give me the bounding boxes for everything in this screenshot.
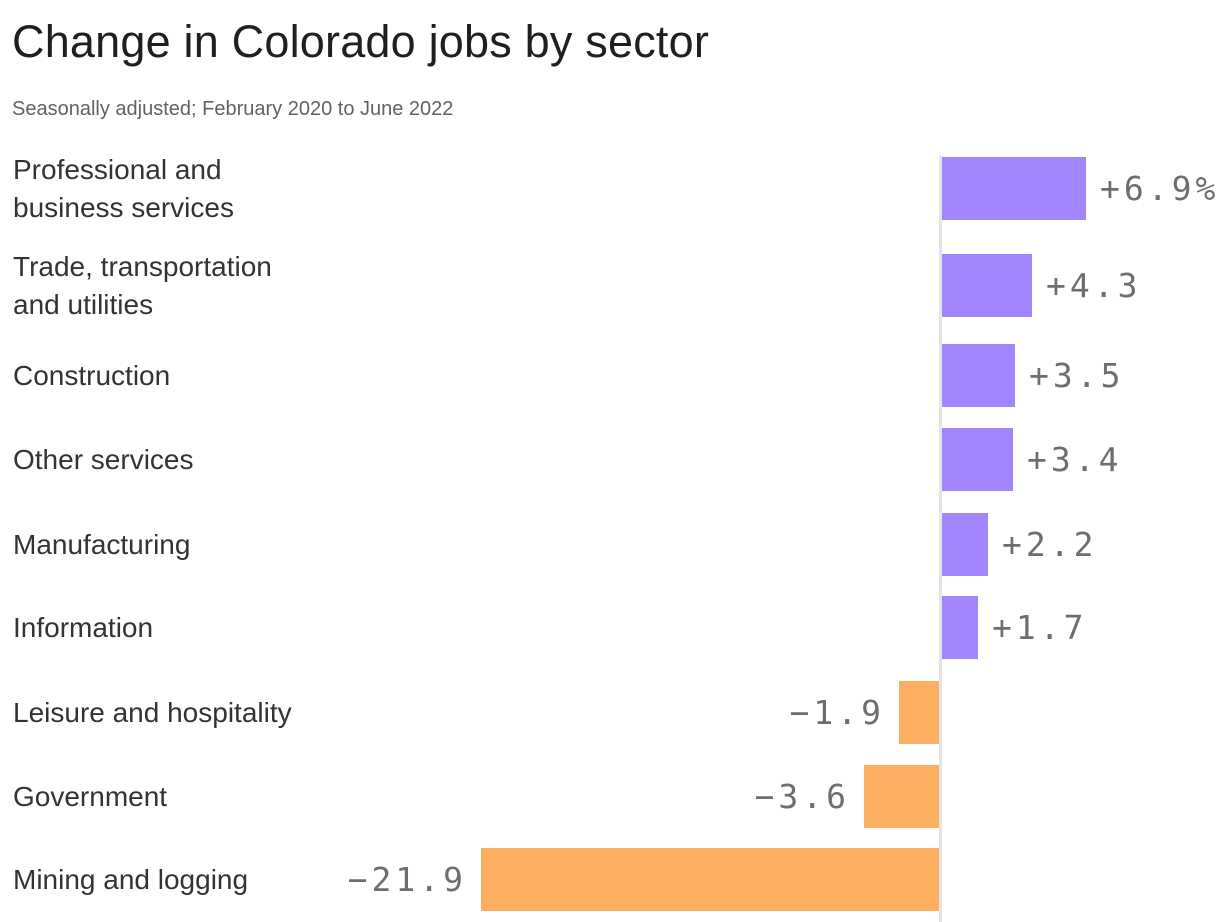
chart-subtitle: Seasonally adjusted; February 2020 to Ju… <box>12 98 454 120</box>
value-label: −21.9 <box>347 860 467 899</box>
category-label: Leisure and hospitality <box>13 681 292 744</box>
category-label-line: Professional and <box>13 153 222 185</box>
category-label-line: Government <box>13 780 168 812</box>
value-label: +3.5 <box>1029 356 1125 395</box>
category-label: Professional and business services <box>13 154 234 223</box>
category-label-line: Manufacturing <box>13 528 191 560</box>
bar-positive <box>942 157 1086 220</box>
value-label: +3.4 <box>1027 440 1123 479</box>
bar-negative <box>481 848 939 911</box>
category-label-line: and utilities <box>13 288 154 320</box>
category-label: Other services <box>13 428 194 491</box>
bar-positive <box>942 513 988 576</box>
bar-negative <box>864 765 939 828</box>
zero-baseline <box>939 156 942 922</box>
value-label: −1.9 <box>789 693 885 732</box>
bar-positive <box>942 254 1032 317</box>
bar-positive <box>942 344 1015 407</box>
category-label-line: Leisure and hospitality <box>13 696 292 728</box>
category-label: Trade, transportation and utilities <box>13 251 272 320</box>
category-label: Mining and logging <box>13 848 248 911</box>
category-label-line: Other services <box>13 443 194 475</box>
category-label-line: business services <box>13 191 234 223</box>
value-label: +2.2 <box>1002 525 1098 564</box>
bar-positive <box>942 596 978 659</box>
category-label-line: Information <box>13 611 154 643</box>
category-label: Information <box>13 596 153 659</box>
chart-title: Change in Colorado jobs by sector <box>12 16 710 67</box>
value-label: −3.6 <box>754 777 850 816</box>
category-label-line: Trade, transportation <box>13 250 272 282</box>
bar-positive <box>942 428 1013 491</box>
value-label: +1.7 <box>992 608 1088 647</box>
category-label: Construction <box>13 344 170 407</box>
value-label: +4.3 <box>1046 266 1142 305</box>
value-label: +6.9% <box>1100 169 1220 208</box>
category-label: Manufacturing <box>13 513 190 576</box>
category-label-line: Mining and logging <box>13 863 249 895</box>
category-label: Government <box>13 765 167 828</box>
category-label-line: Construction <box>13 359 171 391</box>
bar-negative <box>899 681 939 744</box>
